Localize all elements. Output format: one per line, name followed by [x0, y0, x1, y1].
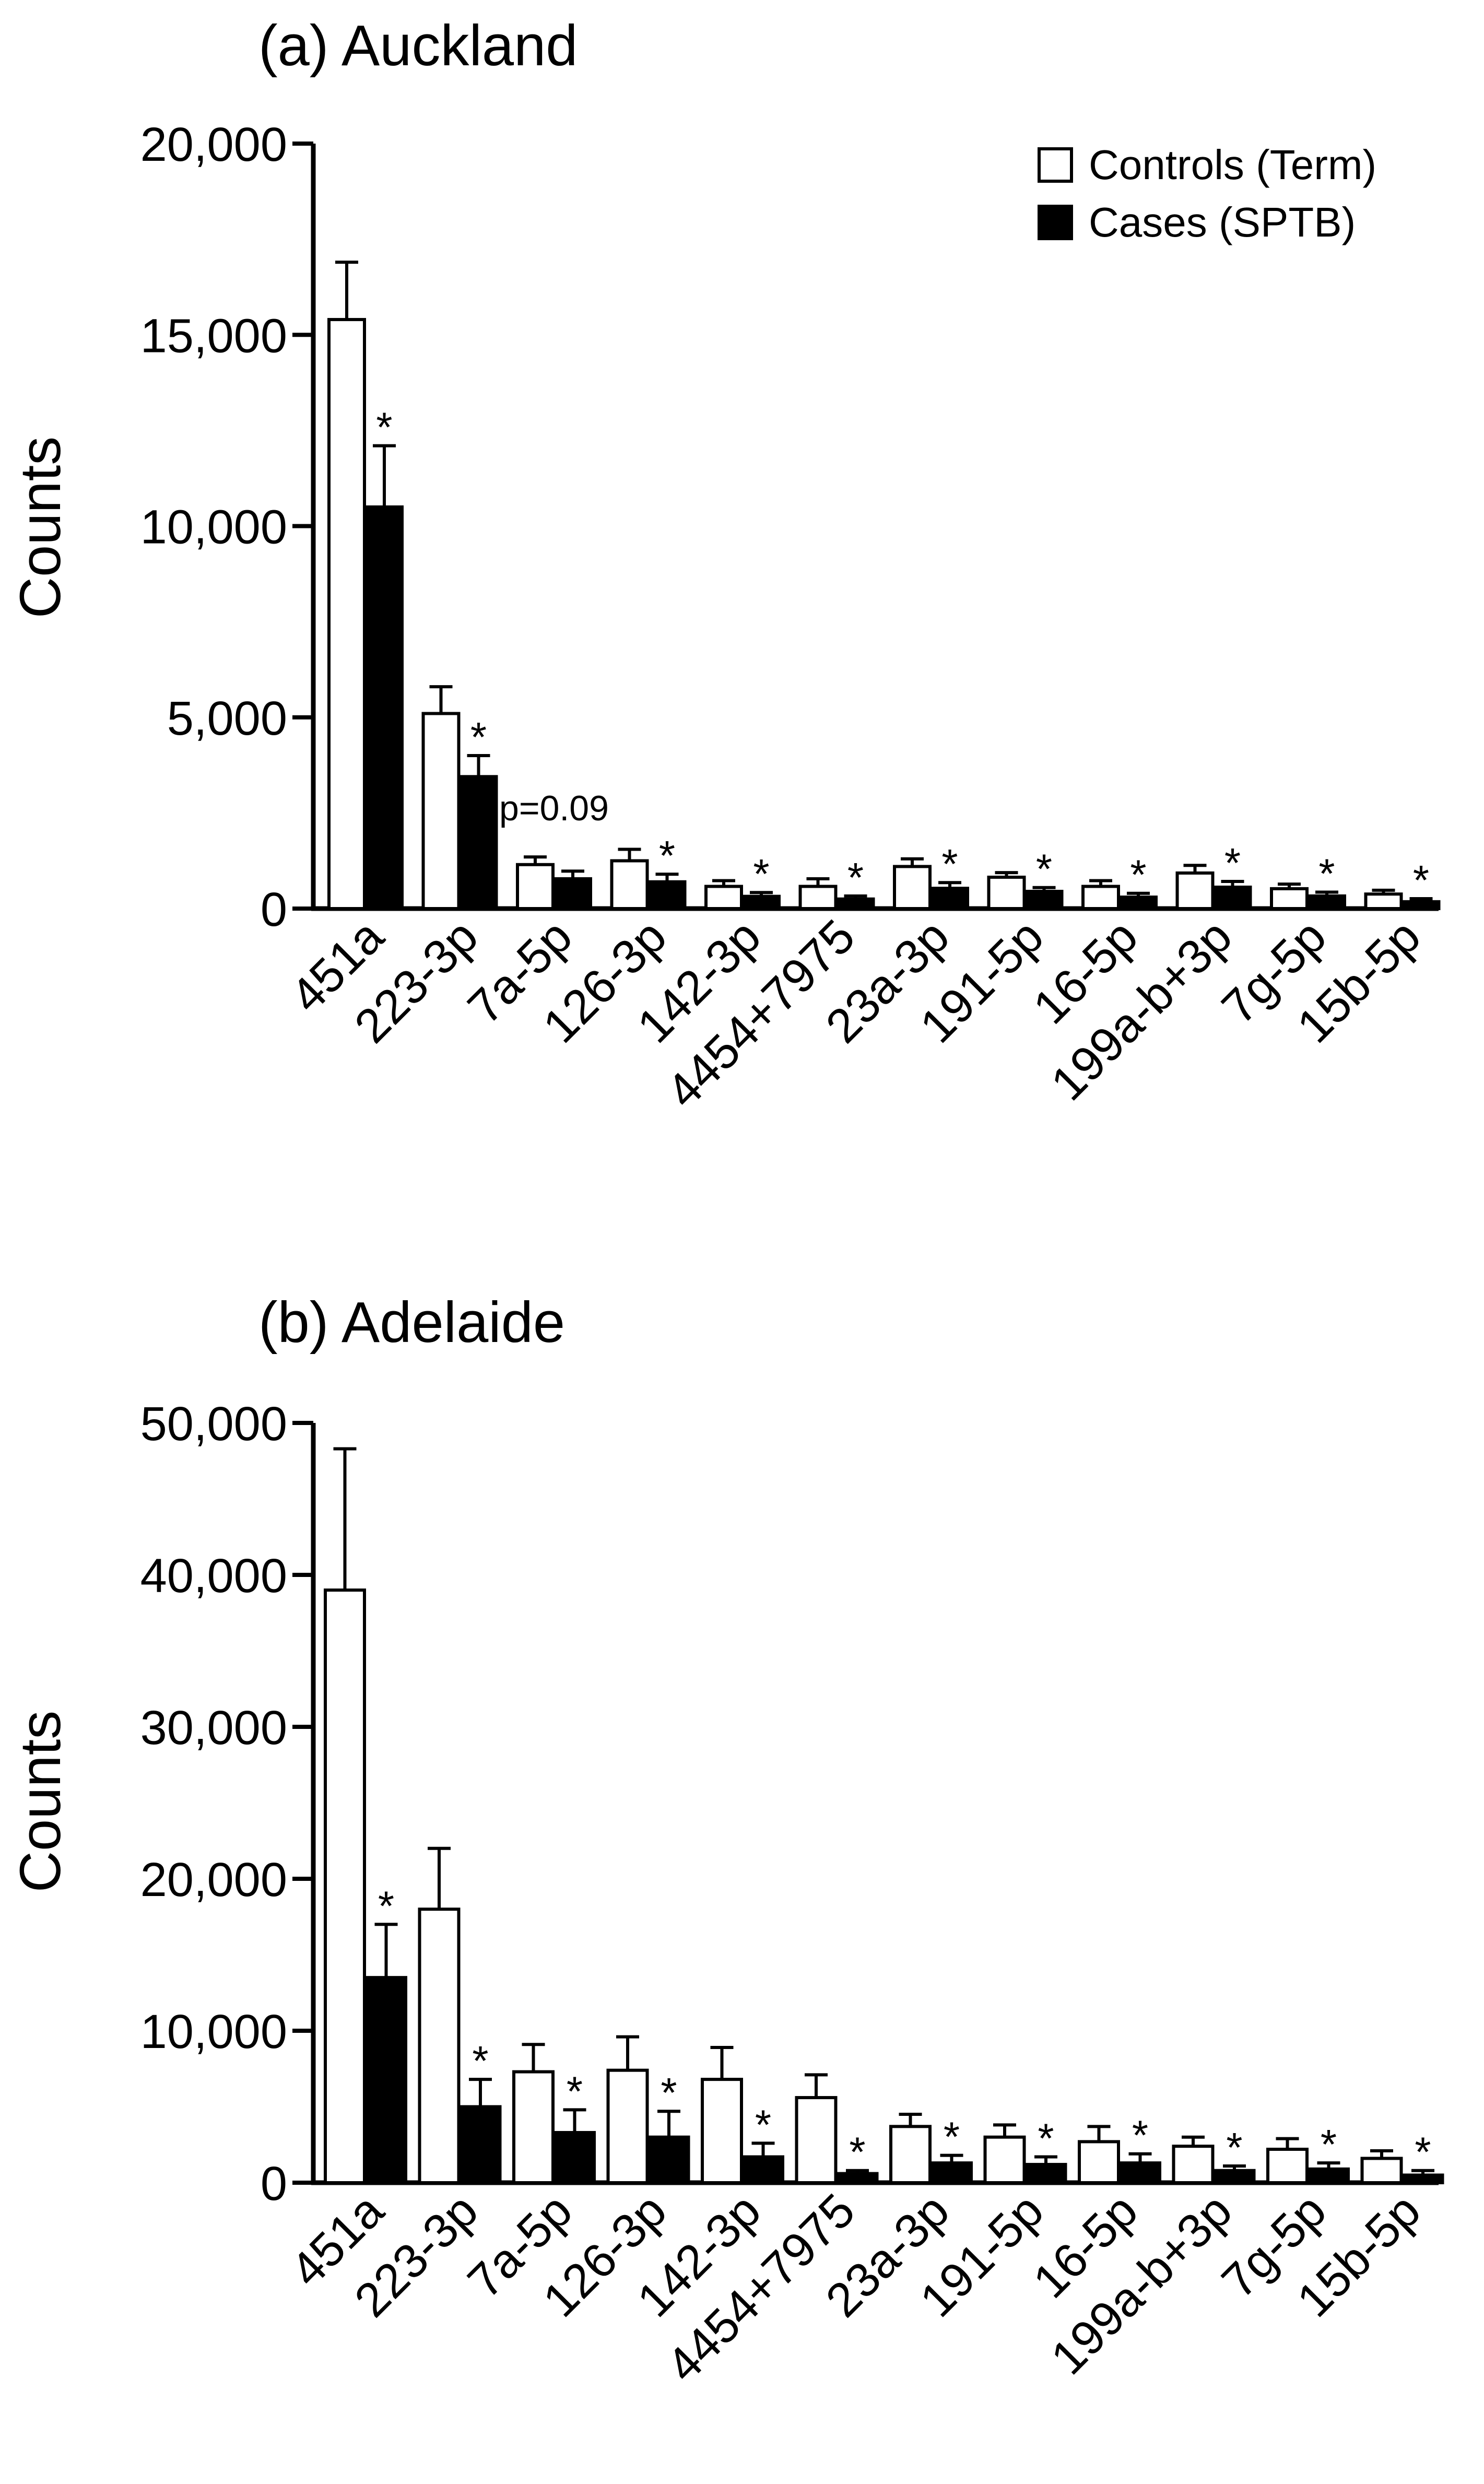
bar-controls — [1270, 887, 1309, 911]
significance-marker: * — [378, 1882, 394, 1929]
significance-marker: * — [755, 2101, 771, 2148]
significance-marker: * — [1318, 851, 1335, 897]
bar-cases — [1401, 900, 1441, 910]
bar-cases — [1119, 896, 1158, 911]
bar-cases — [647, 2135, 690, 2184]
bar-cases — [836, 897, 875, 910]
bar-controls — [1266, 2147, 1309, 2184]
bar-cases — [365, 505, 404, 910]
bar-cases — [459, 775, 498, 910]
bar-cases — [931, 2161, 973, 2184]
bar-controls — [512, 2070, 555, 2185]
bar-cases — [1024, 2163, 1067, 2185]
significance-marker: * — [567, 2068, 583, 2114]
significance-marker: * — [849, 2129, 865, 2175]
bar-controls — [516, 863, 555, 910]
bar-controls — [1360, 2157, 1403, 2184]
bar-controls — [798, 885, 838, 911]
bar-cases — [742, 894, 781, 911]
significance-marker: * — [472, 2038, 488, 2084]
bar-controls — [795, 2096, 838, 2185]
bar-cases — [931, 887, 969, 910]
y-tick-label: 20,000 — [140, 118, 287, 171]
significance-marker: * — [1415, 2129, 1431, 2175]
bar-controls — [327, 317, 366, 911]
legend-swatch-controls — [1038, 147, 1073, 183]
bar-controls — [418, 1908, 461, 2184]
significance-marker: * — [847, 854, 864, 901]
bar-controls — [610, 859, 649, 910]
bar-cases — [553, 2130, 596, 2184]
bar-controls — [983, 2135, 1026, 2184]
y-tick-label: 30,000 — [140, 1701, 287, 1755]
bar-controls — [606, 2068, 649, 2184]
y-tick-label: 10,000 — [140, 501, 287, 554]
y-axis-label: Counts — [8, 437, 73, 619]
y-tick-label: 0 — [261, 883, 287, 936]
legend: Controls (Term) Cases (SPTB) — [1038, 142, 1376, 245]
chart-title: (b) Adelaide — [258, 1290, 565, 1355]
y-axis-label: Counts — [8, 1711, 73, 1893]
bar-cases — [553, 877, 592, 910]
bar-cases — [1213, 885, 1252, 910]
bar-cases — [647, 880, 687, 910]
bar-controls — [1172, 2145, 1215, 2185]
bar-cases — [1308, 894, 1346, 911]
bar-cases — [1401, 2173, 1444, 2185]
bar-cases — [1308, 2167, 1350, 2185]
y-tick-label: 15,000 — [140, 309, 287, 362]
significance-marker: * — [376, 404, 392, 451]
bar-controls — [893, 865, 932, 911]
significance-marker: * — [470, 714, 487, 760]
bar-cases — [1119, 2161, 1161, 2184]
y-tick-label: 20,000 — [140, 1853, 287, 1906]
chart-title: (a) Auckland — [258, 14, 578, 78]
bar-controls — [987, 875, 1026, 911]
bar-cases — [836, 2172, 879, 2185]
bar-controls — [704, 885, 743, 911]
y-tick-label: 0 — [261, 2157, 287, 2210]
significance-marker: * — [661, 2069, 677, 2116]
significance-marker: * — [1036, 846, 1052, 892]
legend-label: Cases (SPTB) — [1089, 199, 1356, 245]
significance-marker: * — [1224, 840, 1241, 886]
bar-controls — [889, 2125, 932, 2185]
bar-cases — [459, 2105, 502, 2184]
significance-marker: * — [944, 2114, 960, 2160]
chart-panel-1: (a) Auckland Counts 0 5,000 10,000 15,000 20,0… — [8, 14, 1441, 1119]
bar-controls — [1175, 871, 1215, 910]
significance-marker: * — [1132, 2112, 1148, 2159]
significance-marker: * — [1038, 2115, 1054, 2162]
legend-label: Controls (Term) — [1089, 142, 1376, 188]
y-tick-label: 5,000 — [167, 692, 287, 745]
significance-marker: * — [941, 841, 958, 887]
legend-swatch-cases — [1038, 205, 1073, 240]
significance-marker: * — [1226, 2124, 1242, 2171]
significance-marker: * — [659, 832, 675, 879]
bar-cases — [1213, 2169, 1256, 2185]
bar-controls — [1364, 892, 1403, 911]
y-tick-label: 10,000 — [140, 2005, 287, 2058]
y-tick-label: 50,000 — [140, 1397, 287, 1451]
bar-cases — [742, 2155, 784, 2184]
significance-marker: * — [1321, 2121, 1337, 2168]
significance-marker: * — [1130, 852, 1146, 898]
significance-marker: * — [753, 851, 769, 897]
chart-panel-2: (b) Adelaide Counts 0 10,000 20,000 30,000 40,… — [8, 1290, 1444, 2393]
bar-controls — [1081, 885, 1120, 911]
bar-cases — [1024, 890, 1064, 910]
significance-marker: * — [1413, 857, 1429, 903]
bar-controls — [701, 2078, 743, 2185]
bar-controls — [324, 1588, 366, 2185]
bar-controls — [421, 712, 461, 911]
bar-cases — [365, 1976, 407, 2184]
p-value-annotation: p=0.09 — [499, 788, 609, 828]
y-tick-label: 40,000 — [140, 1549, 287, 1603]
bar-controls — [1078, 2140, 1120, 2185]
